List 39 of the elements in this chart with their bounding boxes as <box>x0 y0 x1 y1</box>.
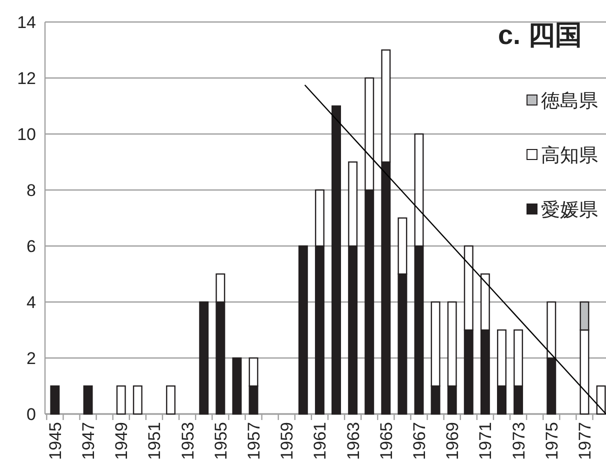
y-tick-label: 2 <box>26 349 36 368</box>
y-tick-label: 0 <box>26 405 36 424</box>
x-tick-label: 1957 <box>244 422 264 460</box>
x-tick-label: 1965 <box>376 422 396 460</box>
bar <box>199 301 209 415</box>
x-tick-label: 1961 <box>310 422 330 460</box>
bar <box>132 385 142 415</box>
x-tick-label: 1951 <box>145 422 164 460</box>
x-tick-label: 1977 <box>575 422 594 460</box>
x-tick-label: 1971 <box>476 422 496 460</box>
bar <box>166 385 176 415</box>
x-tick-label: 1963 <box>344 422 363 460</box>
x-tick-label: 1947 <box>79 422 98 460</box>
x-tick-label: 1953 <box>178 422 198 460</box>
bar <box>83 385 93 415</box>
bar <box>298 245 308 415</box>
legend-label: 高知県 <box>541 144 598 166</box>
bar <box>232 357 242 415</box>
x-tick-label: 1945 <box>46 422 65 460</box>
y-tick-label: 10 <box>17 125 36 144</box>
legend-label: 愛媛県 <box>541 200 598 221</box>
y-tick-label: 6 <box>26 237 36 256</box>
legend-label: 徳島県 <box>541 91 598 112</box>
x-tick-label: 1969 <box>443 422 462 460</box>
bar <box>332 105 341 415</box>
x-tick-label: 1955 <box>211 422 230 460</box>
bar <box>50 385 60 415</box>
bar <box>596 385 606 415</box>
y-tick-label: 4 <box>26 293 36 312</box>
bar <box>116 385 126 415</box>
y-tick-label: 8 <box>26 181 36 200</box>
x-tick-label: 1973 <box>509 422 528 460</box>
x-tick-label: 1949 <box>112 422 132 460</box>
y-tick-label: 12 <box>17 69 36 88</box>
y-tick-label: 14 <box>17 13 36 32</box>
x-tick-label: 1959 <box>278 422 297 460</box>
x-tick-label: 1975 <box>542 422 562 460</box>
chart-title: c. 四国 <box>498 20 582 50</box>
x-tick-label: 1967 <box>410 422 429 460</box>
